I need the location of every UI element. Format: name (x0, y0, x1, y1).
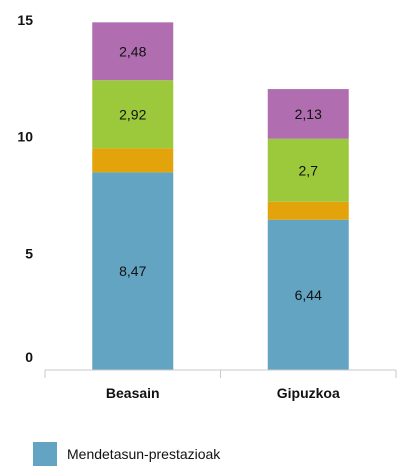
data-label: 2,92 (119, 106, 146, 122)
data-label: 8,47 (119, 263, 146, 279)
bar-segment (267, 138, 349, 202)
category-label: Beasain (106, 385, 160, 401)
category-label: Gipuzkoa (277, 385, 340, 401)
data-label: 2,7 (299, 162, 319, 178)
chart: 0 5 10 15 8,47 2,92 2,48 6,44 2,7 2,13 Beasain Gi… (17, 12, 397, 401)
bar-segment (92, 22, 174, 81)
bar-segment (267, 201, 349, 220)
x-axis: Beasain Gipuzkoa (44, 369, 397, 401)
y-tick-label: 0 (25, 349, 33, 365)
bar-segment (92, 148, 174, 173)
data-label: 6,44 (295, 287, 322, 303)
bars: 8,47 2,92 2,48 6,44 2,7 2,13 (92, 22, 349, 370)
bar-segment (267, 219, 349, 370)
y-axis: 0 5 10 15 (17, 12, 33, 365)
y-tick-label: 15 (17, 12, 33, 28)
legend-swatch (33, 442, 57, 466)
bar-segment (92, 80, 174, 149)
y-tick-label: 5 (25, 245, 33, 261)
bar-segment (92, 172, 174, 370)
data-label: 2,48 (119, 43, 146, 59)
legend-label: Mendetasun-prestazioak (67, 446, 221, 462)
bar-segment (267, 89, 349, 139)
data-label: 2,13 (295, 106, 322, 122)
y-tick-label: 10 (17, 129, 33, 145)
legend: Mendetasun-prestazioak (33, 442, 220, 466)
